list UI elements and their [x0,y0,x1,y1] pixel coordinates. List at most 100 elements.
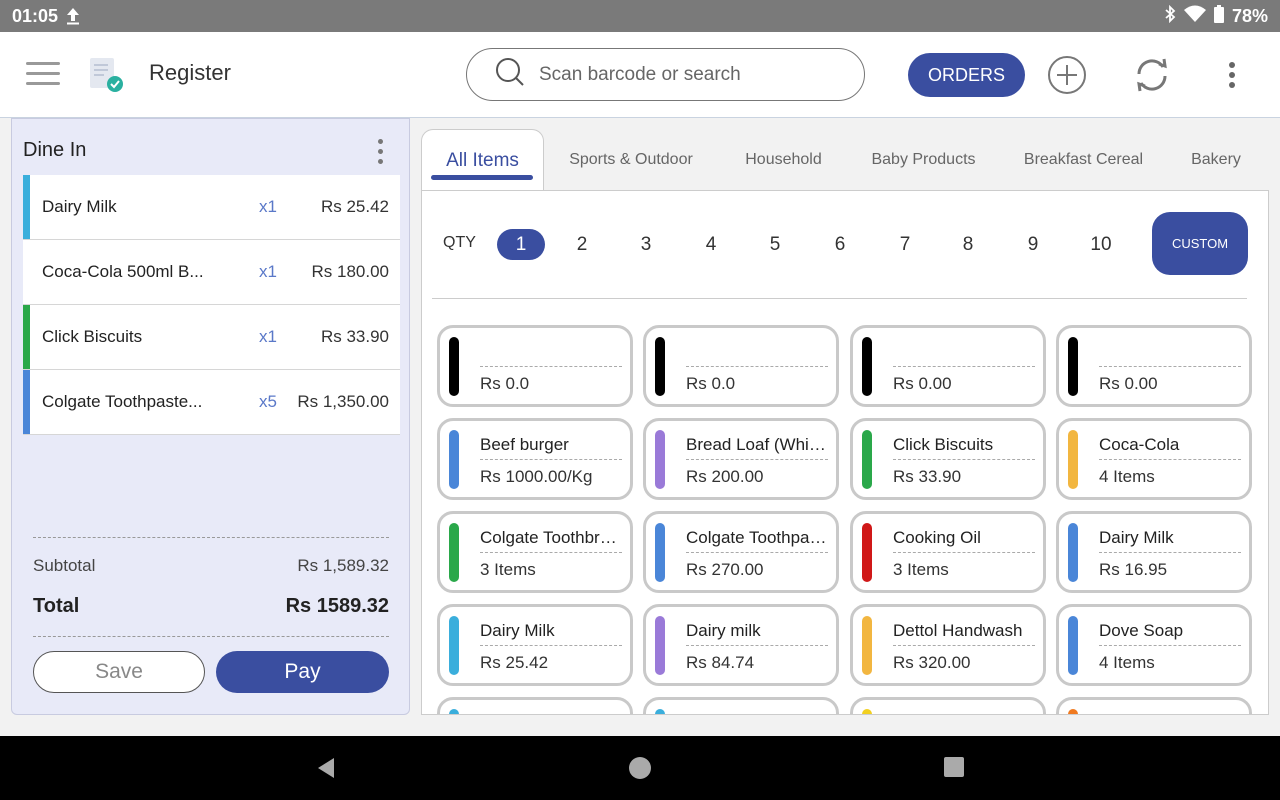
product-card[interactable]: Dairy Milk Rs 25.42 [437,604,633,686]
product-divider [893,645,1035,646]
product-card[interactable]: Click Biscuits Rs 33.90 [850,418,1046,500]
save-button[interactable]: Save [33,651,205,693]
cart-item-color-bar [23,175,30,239]
product-catalog: QTY 1 2 3 4 5 6 7 8 9 10 CUSTOM Rs 0.0 Rs 0.0 Rs 0.… [421,190,1269,715]
product-card[interactable]: Bread Loaf (White) Rs 200.00 [643,418,839,500]
cart-more-icon[interactable] [372,139,388,167]
product-card[interactable]: Coca-Cola 4 Items [1056,418,1252,500]
tab-household[interactable]: Household [745,151,822,168]
product-name: Beef burger [480,435,569,454]
product-card[interactable]: Dove Soap 4 Items [1056,604,1252,686]
product-color-stripe [449,616,459,675]
search-bar[interactable] [466,48,865,101]
product-card[interactable]: Cooking Oil 3 Items [850,511,1046,593]
product-name: Dairy Milk [1099,528,1174,547]
cart-item-price: Rs 25.42 [320,197,389,216]
cart-divider [33,537,389,538]
add-icon[interactable] [1044,52,1090,98]
total-divider [33,636,389,637]
product-name: Colgate Toothpaste [686,528,828,547]
product-card[interactable]: Beef burger Rs 1000.00/Kg [437,418,633,500]
cart-item[interactable]: Colgate Toothpaste... x5 Rs 1,350.00 [23,370,400,435]
orders-button[interactable]: ORDERS [908,53,1025,97]
product-name [1099,714,1241,715]
tab-sports-outdoor[interactable]: Sports & Outdoor [569,151,693,168]
battery-percent: 78% [1231,5,1268,26]
tab-baby-products[interactable]: Baby Products [871,151,976,168]
product-divider [1099,459,1241,460]
page-title: Register [149,60,231,85]
cart-item-name: Coca-Cola 500ml B... [42,262,204,281]
qty-option-2[interactable]: 2 [576,233,588,255]
product-divider [1099,645,1241,646]
product-color-stripe [862,709,872,714]
product-color-stripe [655,430,665,489]
product-color-stripe [1068,430,1078,489]
cart-item-name: Dairy Milk [42,197,117,216]
product-divider [893,366,1035,367]
tab-all-items[interactable]: All Items [421,129,544,191]
qty-option-6[interactable]: 6 [834,233,846,255]
product-color-stripe [1068,709,1078,714]
product-card[interactable]: Dairy Milk Rs 16.95 [1056,511,1252,593]
search-input[interactable] [539,63,839,86]
product-color-stripe [449,337,459,396]
qty-option-9[interactable]: 9 [1027,233,1039,255]
product-card[interactable] [643,697,839,714]
cart-item[interactable]: Dairy Milk x1 Rs 25.42 [23,175,400,240]
qty-label: QTY [443,234,476,251]
subtotal-row: Subtotal Rs 1,589.32 [33,556,389,576]
menu-icon[interactable] [26,62,60,86]
product-name [480,714,622,715]
recents-icon[interactable] [943,756,967,780]
subtotal-label: Subtotal [33,556,96,575]
qty-option-3[interactable]: 3 [640,233,652,255]
tab-breakfast-cereal[interactable]: Breakfast Cereal [1023,151,1144,168]
qty-option-7[interactable]: 7 [899,233,911,255]
sync-icon[interactable] [1129,52,1175,98]
qty-option-10[interactable]: 10 [1090,233,1112,255]
product-card[interactable]: Colgate Toothbrush 3 Items [437,511,633,593]
product-card[interactable] [850,697,1046,714]
product-price: Rs 1000.00/Kg [480,467,593,486]
custom-qty-button[interactable]: CUSTOM [1152,212,1248,275]
product-divider [480,366,622,367]
product-card[interactable]: Colgate Toothpaste Rs 270.00 [643,511,839,593]
product-price: Rs 0.00 [1099,374,1158,393]
product-card[interactable]: Rs 0.0 [437,325,633,407]
cart-item-color-bar [23,305,30,369]
cart-items-list: Dairy Milk x1 Rs 25.42 Coca-Cola 500ml B...… [23,175,400,435]
product-color-stripe [449,430,459,489]
status-time: 01:05 [12,5,59,26]
cart-item[interactable]: Click Biscuits x1 Rs 33.90 [23,305,400,370]
system-nav-bar [0,736,1280,800]
qty-option-5[interactable]: 5 [769,233,781,255]
status-bar: 01:05 78% [0,0,1280,32]
product-divider [893,459,1035,460]
tab-label: All Items [446,149,519,171]
product-card[interactable] [437,697,633,715]
cart-item[interactable]: Coca-Cola 500ml B... x1 Rs 180.00 [23,240,400,305]
product-card[interactable]: Rs 0.00 [1056,325,1252,407]
back-icon[interactable] [314,756,338,780]
product-card[interactable]: Dairy milk Rs 84.74 [643,604,839,686]
product-divider [893,552,1035,553]
qty-option-1[interactable]: 1 [497,229,545,260]
product-price: 3 Items [480,560,536,579]
pay-button[interactable]: Pay [216,651,389,693]
home-icon[interactable] [628,756,652,780]
total-row: Total Rs 1589.32 [33,595,389,618]
product-card[interactable]: Rs 0.00 [850,325,1046,407]
product-price: 4 Items [1099,467,1155,486]
qty-option-4[interactable]: 4 [705,233,717,255]
more-options-icon[interactable] [1209,52,1255,98]
product-card[interactable] [1056,697,1252,715]
product-card[interactable]: Rs 0.0 [643,325,839,407]
tab-bakery[interactable]: Bakery [1191,151,1241,168]
qty-option-8[interactable]: 8 [962,233,974,255]
product-divider [480,552,622,553]
product-name: Cooking Oil [893,528,981,547]
product-color-stripe [1068,616,1078,675]
product-card[interactable]: Dettol Handwash Rs 320.00 [850,604,1046,686]
subtotal-value: Rs 1,589.32 [297,556,389,575]
